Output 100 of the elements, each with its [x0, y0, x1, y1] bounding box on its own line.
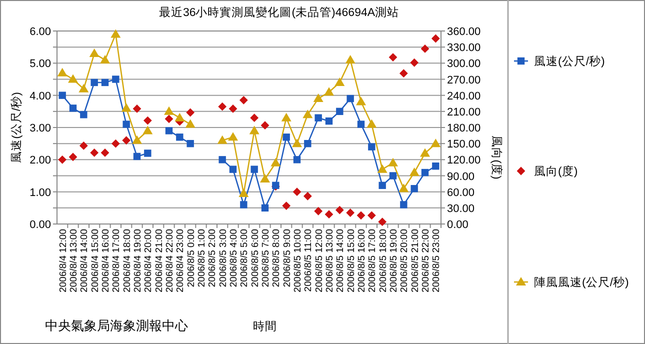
legend-label: 陣風風速(公尺/秒): [534, 276, 630, 289]
x-tick-label: 2006/8/5 21:00: [410, 229, 421, 292]
x-tick-label: 2006/8/5 7:00: [260, 229, 272, 288]
x-tick-label: 2006/8/5 0:00: [186, 229, 197, 288]
point: [142, 126, 153, 134]
y-tick-label: 0.00: [30, 219, 51, 231]
point: [100, 54, 110, 64]
y-tick-label: 3.00: [30, 122, 51, 134]
x-tick-label: 2006/8/5 12:00: [314, 229, 325, 292]
y2-tick-label: 210.00: [447, 106, 481, 118]
point: [314, 206, 323, 216]
x-tick-label: 2006/8/4 22:00: [164, 229, 176, 292]
point: [325, 117, 333, 125]
point: [164, 106, 174, 115]
point: [368, 143, 376, 150]
x-axis-title: 時間: [253, 320, 277, 333]
point: [420, 44, 430, 53]
point: [111, 139, 120, 148]
point: [324, 210, 334, 219]
point: [346, 94, 354, 102]
point: [90, 148, 99, 157]
point: [313, 94, 324, 102]
point: [377, 164, 388, 173]
x-tick-label: 2006/8/5 3:00: [218, 229, 229, 288]
x-tick-label: 2006/8/5 14:00: [335, 229, 346, 292]
y2-tick-label: 30.00: [447, 202, 475, 215]
x-tick-label: 2006/8/5 10:00: [292, 229, 304, 292]
x-tick-label: 2006/8/5 23:00: [431, 229, 442, 292]
x-tick-label: 2006/8/4 21:00: [154, 229, 165, 292]
y2-tick-label: 240.00: [447, 90, 481, 102]
y2-tick-label: 360.00: [447, 26, 481, 38]
x-tick-label: 2006/8/5 16:00: [356, 229, 368, 292]
point: [421, 168, 429, 176]
point: [410, 58, 419, 67]
point: [356, 96, 366, 106]
point: [420, 148, 430, 157]
point: [409, 168, 420, 176]
x-tick-label: 2006/8/5 11:00: [303, 229, 314, 292]
point: [58, 92, 66, 99]
point: [261, 204, 269, 212]
legend-label: 風向(度): [534, 164, 578, 178]
point: [186, 108, 195, 117]
point: [121, 103, 132, 112]
point: [388, 53, 398, 62]
point: [335, 206, 344, 214]
point: [260, 174, 270, 182]
point: [334, 77, 345, 86]
point: [336, 108, 344, 116]
point: [293, 156, 301, 164]
point: [186, 140, 194, 148]
y2-tick-label: 180.00: [447, 122, 481, 134]
point: [164, 114, 174, 124]
y-tick-label: 6.00: [30, 26, 51, 38]
point: [69, 104, 77, 112]
point: [398, 184, 409, 192]
point: [101, 78, 109, 86]
y2-tick-label: 120.00: [447, 154, 481, 167]
x-tick-label: 2006/8/4 15:00: [90, 229, 101, 292]
x-tick-label: 2006/8/5 5:00: [239, 229, 250, 288]
x-tick-label: 2006/8/5 4:00: [228, 229, 240, 288]
y2-tick-label: 90.00: [447, 170, 475, 183]
point: [228, 132, 238, 141]
point: [314, 114, 322, 122]
y-tick-label: 2.00: [30, 154, 51, 167]
point: [270, 158, 281, 166]
x-tick-label: 2006/8/4 18:00: [122, 229, 133, 292]
point: [292, 188, 302, 196]
y-tick-label: 1.00: [30, 186, 51, 199]
point: [250, 114, 259, 122]
x-tick-label: 2006/8/4 23:00: [175, 229, 186, 292]
y-tick-label: 5.00: [30, 58, 51, 70]
y2-tick-label: 330.00: [447, 42, 481, 54]
point: [345, 54, 356, 64]
point: [238, 188, 249, 197]
point: [399, 69, 408, 78]
point: [132, 104, 142, 113]
point: [282, 134, 290, 141]
point: [174, 112, 185, 122]
y2-tick-label: 60.00: [447, 186, 475, 199]
point: [302, 110, 313, 118]
point: [122, 120, 130, 128]
point: [132, 135, 142, 144]
point: [218, 156, 226, 164]
y2-tick-label: 150.00: [447, 138, 481, 151]
point: [57, 68, 68, 76]
x-tick-label: 2006/8/5 22:00: [420, 229, 432, 292]
x-tick-label: 2006/8/5 18:00: [378, 229, 389, 292]
point: [79, 142, 88, 150]
point: [68, 74, 78, 83]
point: [357, 120, 365, 128]
y2-tick-label: 300.00: [447, 58, 481, 70]
text: 中央氣象局海象測報中心: [45, 318, 188, 333]
point: [324, 87, 334, 96]
point: [122, 136, 131, 145]
x-tick-label: 2006/8/5 2:00: [207, 229, 218, 288]
point: [218, 102, 227, 111]
point: [356, 211, 366, 220]
x-tick-label: 2006/8/5 8:00: [271, 229, 282, 288]
point: [217, 135, 228, 144]
point: [400, 201, 408, 208]
